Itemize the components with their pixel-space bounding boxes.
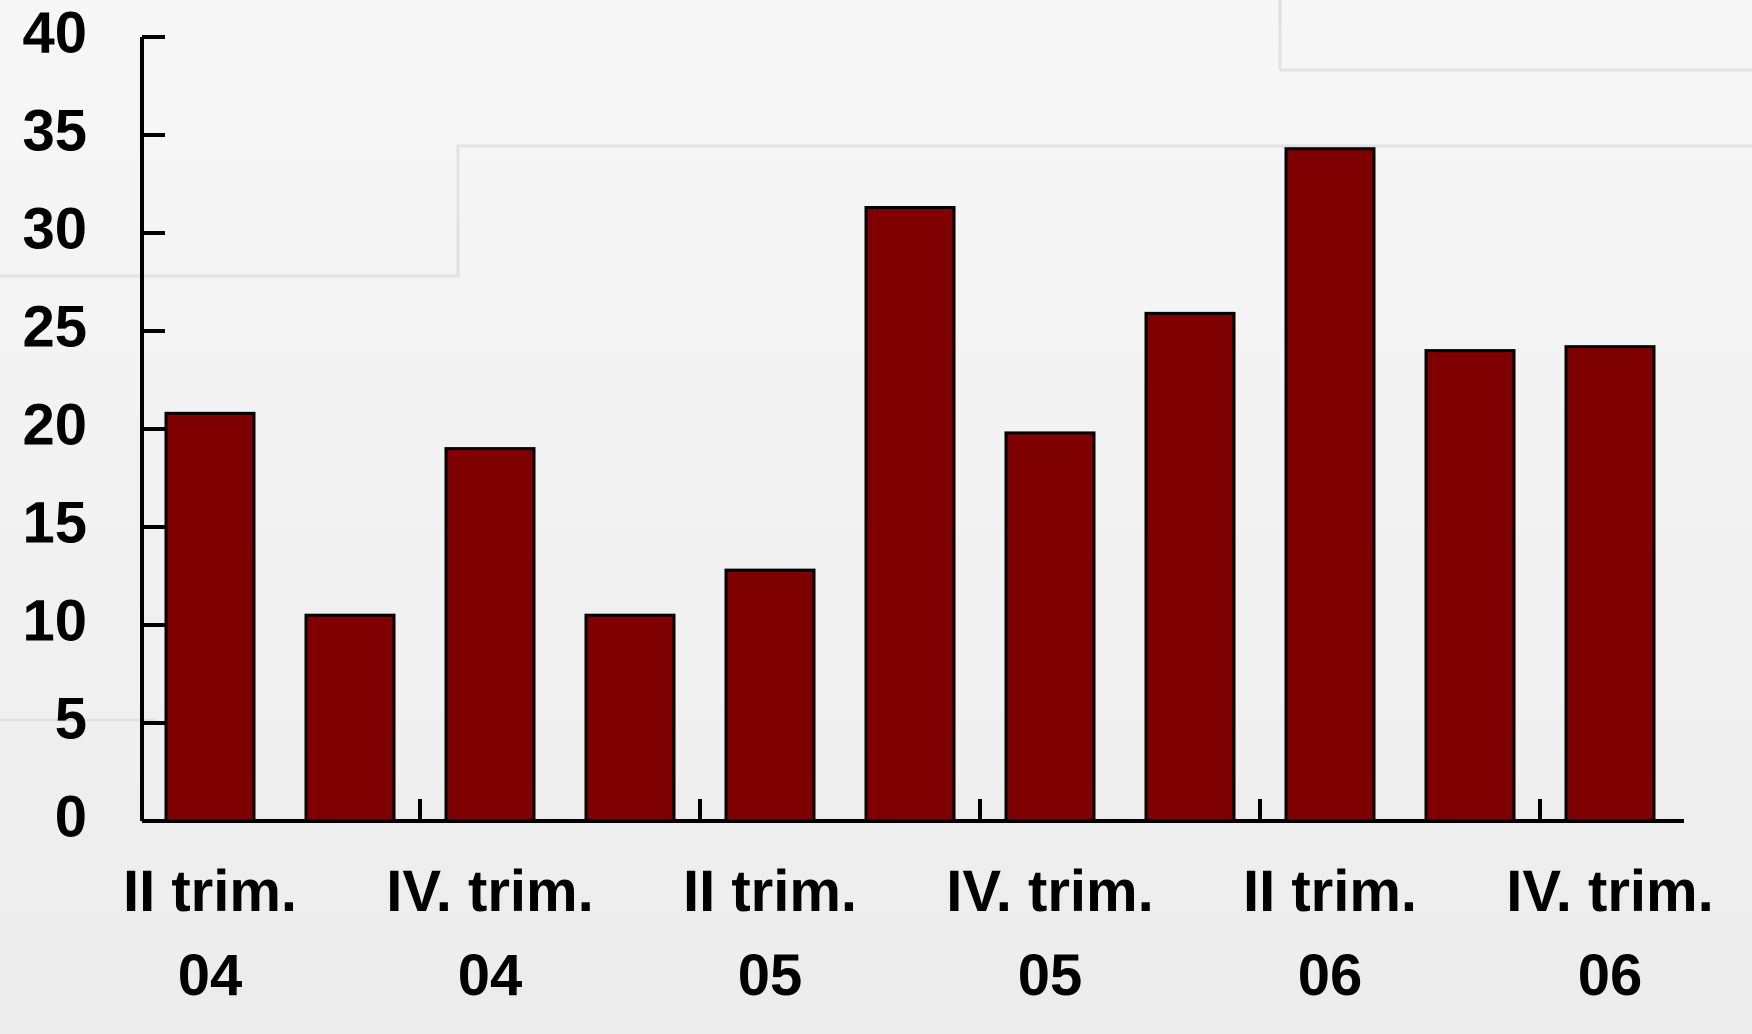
x-tick-label: IV. trim. 06 (1506, 859, 1714, 1008)
x-tick-label: IV. trim. 05 (946, 859, 1154, 1008)
y-tick-label: 5 (55, 686, 87, 751)
y-tick-label: 30 (22, 196, 87, 261)
bar (304, 613, 396, 823)
bar (584, 613, 676, 823)
x-tick-label: IV. trim. 04 (386, 859, 594, 1008)
background-frame (0, 0, 1752, 722)
y-tick-label: 0 (55, 784, 87, 849)
bar (864, 206, 956, 823)
y-tick-label: 35 (22, 98, 87, 163)
bar (1424, 349, 1516, 823)
bar (1284, 147, 1376, 823)
bar (1004, 431, 1096, 823)
y-tick-label: 10 (22, 588, 87, 653)
bar (1564, 345, 1656, 823)
x-tick-label: II trim. 06 (1242, 859, 1418, 1008)
x-tick-label: II trim. 05 (682, 859, 858, 1008)
y-tick-label: 40 (22, 0, 87, 65)
bar (1144, 311, 1236, 823)
bar (164, 411, 256, 823)
bar (444, 447, 536, 823)
y-tick-label: 20 (22, 392, 87, 457)
y-tick-label: 25 (22, 294, 87, 359)
x-tick-label: II trim. 04 (122, 859, 298, 1008)
bar (724, 568, 816, 823)
y-tick-label: 15 (22, 490, 87, 555)
